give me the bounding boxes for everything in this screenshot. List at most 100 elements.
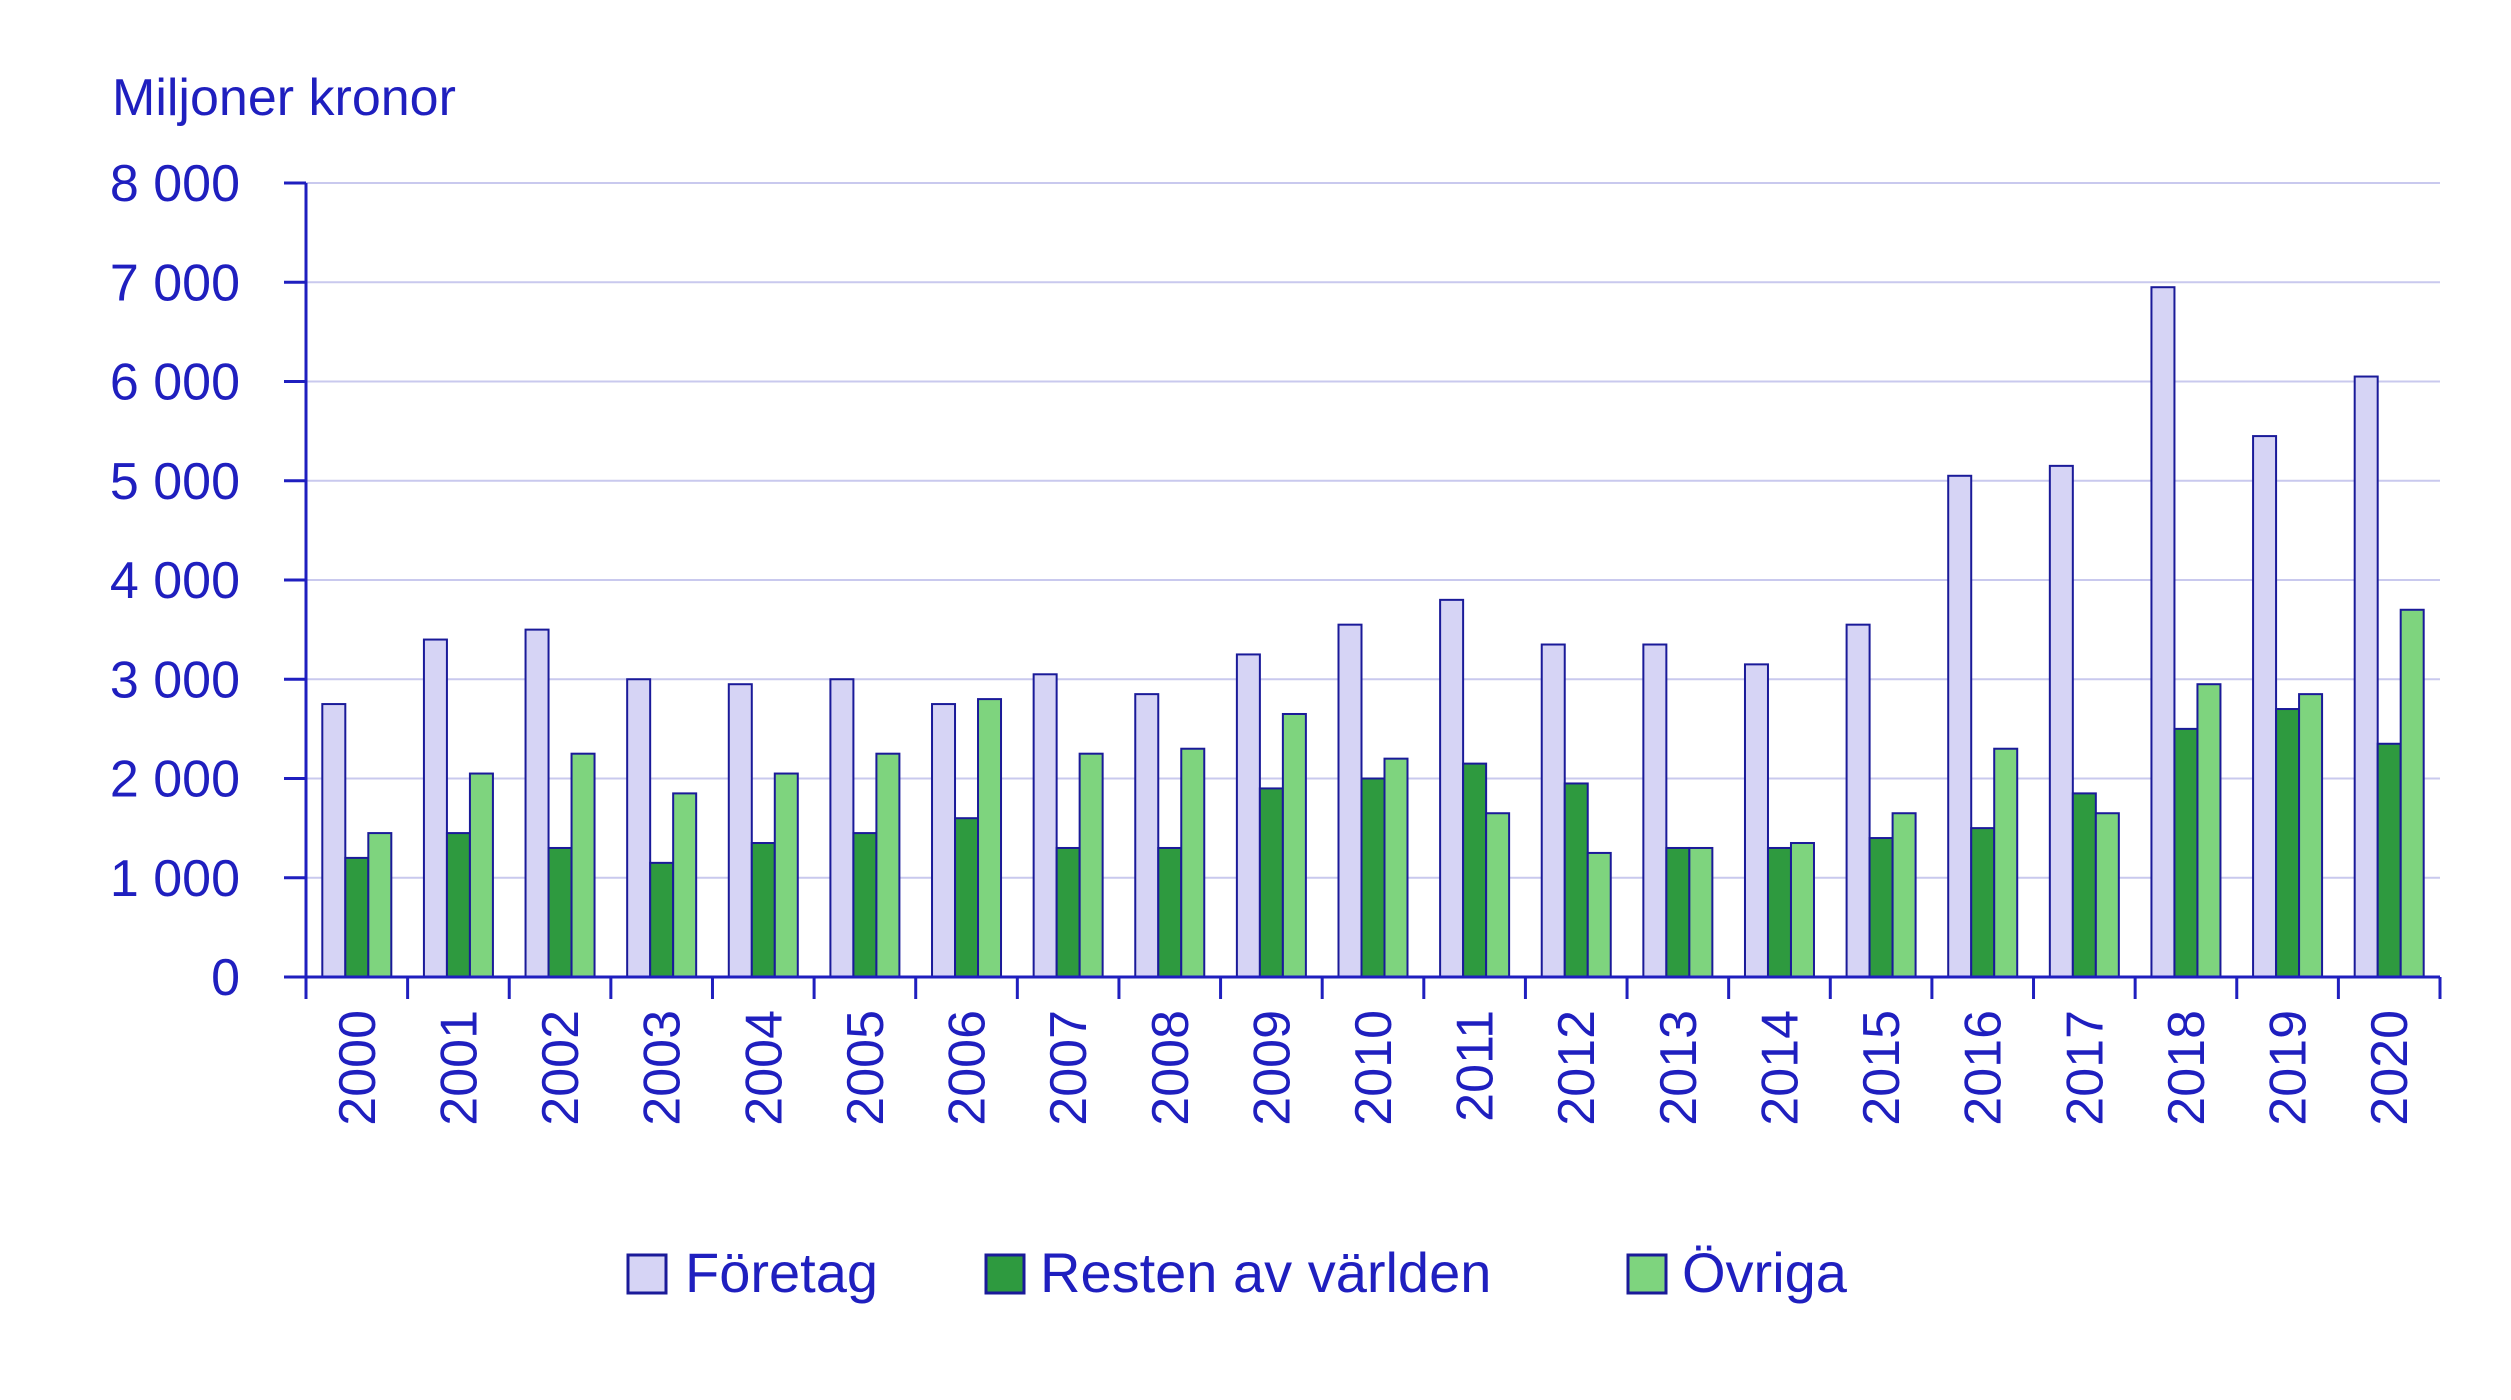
bar [829,678,855,978]
x-tick-label: 2015 [1853,1010,1911,1126]
x-tick-label: 2003 [634,1010,692,1126]
bar [626,678,652,978]
bar [1462,762,1488,978]
y-tick-labels: 0 1 000 2 000 3 000 4 000 5 000 6 000 7 000 8 00… [110,155,240,1007]
bar [570,752,596,978]
bars [321,286,2425,979]
bar [422,638,448,978]
bar [2071,792,2097,979]
legend-swatch [1626,1253,1668,1295]
bar [875,752,901,978]
bar [547,846,573,978]
legend-label: Resten av världen [1040,1241,1491,1304]
bar [2048,464,2074,978]
x-tick-label: 2016 [1955,1010,2013,1126]
bar [1078,752,1104,978]
x-tick-label: 2020 [2361,1010,2419,1126]
x-tick-label: 2013 [1650,1010,1708,1126]
bar [2173,727,2199,978]
bar [344,856,370,979]
bar [1891,812,1917,978]
bar [750,842,776,979]
bar [2376,742,2402,979]
x-tick-label: 2001 [430,1010,488,1126]
bar [2275,708,2301,979]
bar [931,703,957,978]
bar [1157,846,1183,978]
bar [1970,827,1996,978]
x-tick-label: 2002 [532,1010,590,1126]
y-tick-label: 3 000 [110,651,240,709]
bar [1845,623,1871,978]
bar [1947,474,1973,978]
axes [304,183,2442,999]
bar [1055,846,1081,978]
y-axis-label: Miljoner kronor [112,69,456,127]
x-tick-label: 2018 [2158,1010,2216,1126]
bar [2150,286,2176,978]
bar [1281,712,1307,978]
bar [1993,747,2019,978]
x-tick-label: 2007 [1040,1010,1098,1126]
x-tick-label: 2014 [1751,1010,1809,1126]
y-tick-label: 0 [211,949,240,1007]
x-tick-label: 2017 [2056,1010,2114,1126]
x-tick-label: 2009 [1243,1010,1301,1126]
x-tick-label: 2011 [1447,1010,1505,1122]
bar [1180,747,1206,978]
bar [1665,846,1691,978]
legend-label: Övriga [1682,1241,1848,1304]
bar [852,832,878,979]
bar [1789,842,1815,979]
bar [524,628,550,978]
x-tick-label: 2006 [939,1010,997,1126]
bar [1642,643,1668,978]
bar [1586,851,1612,978]
legend-swatch [984,1253,1026,1295]
y-tick-label: 8 000 [110,155,240,213]
bar [1439,598,1465,978]
bar [367,832,393,979]
bar [1032,673,1058,978]
bar [1235,653,1261,978]
x-tick-labels: 2000 2001 2002 2003 2004 2005 2006 2007 2008 2009… [329,1010,2419,1126]
y-tick-label: 6 000 [110,354,240,412]
bar [977,698,1003,978]
x-tick-label: 2005 [837,1010,895,1126]
bar [1766,846,1792,978]
bar [1485,812,1511,978]
bar [1563,782,1589,979]
x-tick-label: 2010 [1345,1010,1403,1126]
bar [2196,683,2222,979]
legend-label: Företag [685,1241,878,1304]
x-tick-label: 2000 [329,1010,387,1126]
x-tick-label: 2004 [735,1010,793,1126]
bar [1337,623,1363,978]
bar [2252,435,2278,978]
bar [1258,787,1284,978]
bar [954,817,980,979]
y-tick-label: 5 000 [110,453,240,511]
x-tick-label: 2008 [1142,1010,1200,1126]
x-tick-label: 2012 [1548,1010,1606,1126]
y-tick-label: 2 000 [110,751,240,809]
bar [773,772,799,978]
bar [1868,837,1894,978]
bar [1134,693,1160,978]
bar [2353,375,2379,979]
y-tick-label: 1 000 [110,850,240,908]
bar [727,683,753,979]
y-tick-label: 7 000 [110,254,240,312]
bar [321,703,347,978]
x-tick-label: 2019 [2260,1010,2318,1126]
bar [1540,643,1566,978]
bar [1360,777,1386,978]
bar [672,792,698,979]
y-tick-label: 4 000 [110,552,240,610]
bar [2399,608,2425,979]
legend: Företag Resten av världen Övriga [626,1241,1848,1304]
bar [468,772,494,978]
bar [1688,846,1714,978]
bar [445,832,471,979]
